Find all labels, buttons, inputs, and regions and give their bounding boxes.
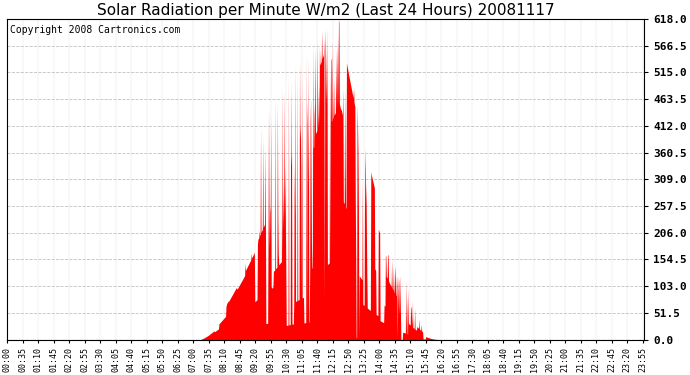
Title: Solar Radiation per Minute W/m2 (Last 24 Hours) 20081117: Solar Radiation per Minute W/m2 (Last 24…: [97, 3, 555, 18]
Text: Copyright 2008 Cartronics.com: Copyright 2008 Cartronics.com: [10, 26, 181, 35]
